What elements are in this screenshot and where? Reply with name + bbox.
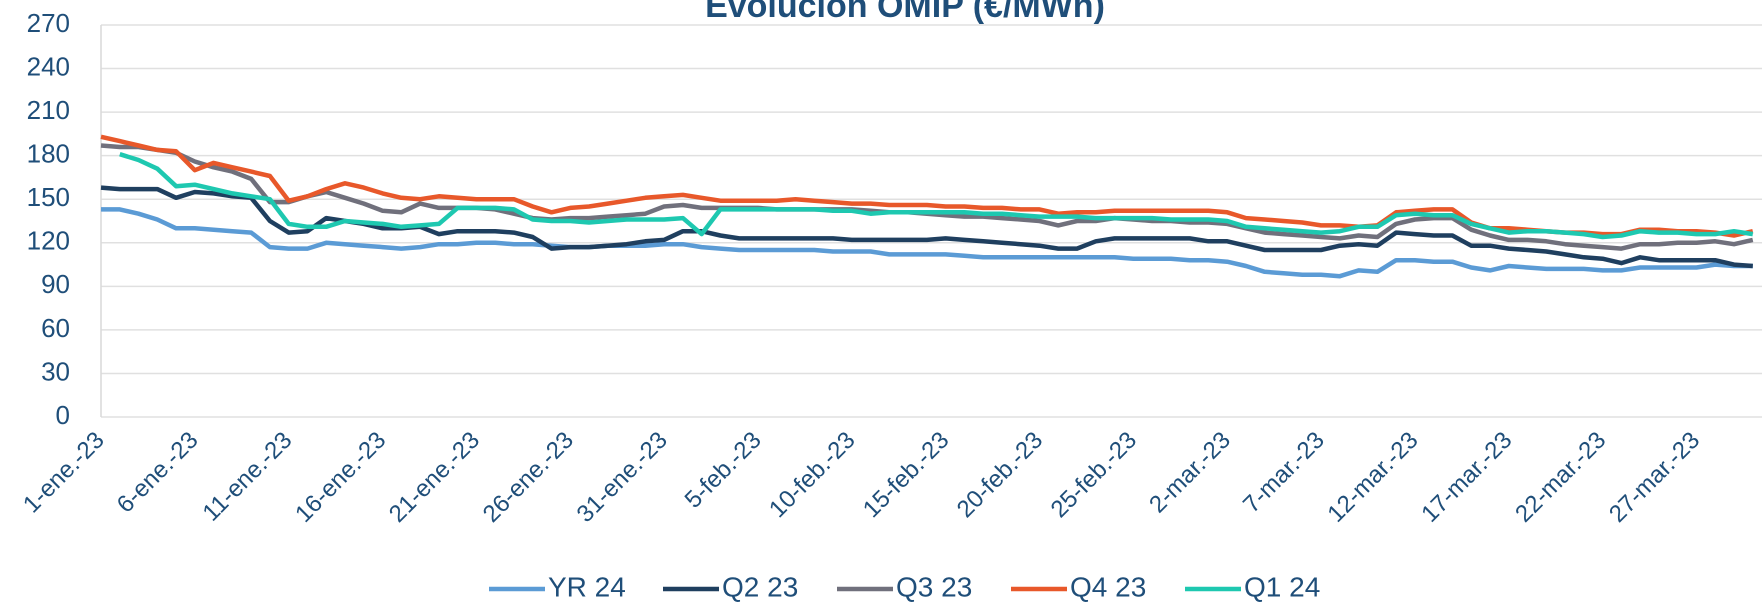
- x-tick-label: 20-feb.-23: [952, 427, 1048, 523]
- legend-label: Q4 23: [1070, 571, 1146, 602]
- x-tick-label: 16-ene.-23: [290, 427, 391, 528]
- y-tick-label: 150: [27, 182, 70, 212]
- y-tick-label: 210: [27, 95, 70, 125]
- x-tick-label: 15-feb.-23: [858, 427, 954, 523]
- x-tick-label: 21-ene.-23: [384, 427, 485, 528]
- x-tick-label: 7-mar.-23: [1238, 427, 1330, 519]
- x-tick-label: 5-feb.-23: [680, 427, 767, 514]
- y-tick-label: 270: [27, 8, 70, 38]
- y-tick-label: 90: [41, 269, 70, 299]
- x-tick-label: 25-feb.-23: [1046, 427, 1142, 523]
- y-tick-label: 60: [41, 313, 70, 343]
- x-tick-label: 10-feb.-23: [764, 427, 860, 523]
- legend-label: Q3 23: [896, 571, 972, 602]
- x-tick-label: 12-mar.-23: [1322, 427, 1423, 528]
- series-line: [101, 207, 1753, 279]
- x-tick-label: 2-mar.-23: [1144, 427, 1236, 519]
- x-tick-label: 6-ene.-23: [112, 427, 204, 519]
- chart-title: Evolución OMIP (€/MWh): [705, 0, 1105, 25]
- y-tick-label: 30: [41, 356, 70, 386]
- x-tick-label: 11-ene.-23: [198, 427, 298, 527]
- y-tick-label: 120: [27, 226, 70, 256]
- y-tick-label: 180: [27, 139, 70, 169]
- legend-label: Q2 23: [722, 571, 798, 602]
- y-tick-label: 240: [27, 51, 70, 81]
- series-line: [119, 152, 1754, 240]
- series-line: [100, 185, 1753, 269]
- x-tick-label: 17-mar.-23: [1416, 427, 1517, 528]
- x-tick-label: 22-mar.-23: [1510, 427, 1611, 528]
- x-tick-label: 31-ene.-23: [572, 427, 673, 528]
- x-tick-label: 1-ene.-23: [18, 427, 110, 519]
- x-tick-label: 26-ene.-23: [478, 427, 579, 528]
- y-tick-label: 0: [56, 400, 70, 430]
- legend-label: YR 24: [548, 571, 626, 602]
- x-tick-label: 27-mar.-23: [1604, 427, 1705, 528]
- legend-label: Q1 24: [1244, 571, 1320, 602]
